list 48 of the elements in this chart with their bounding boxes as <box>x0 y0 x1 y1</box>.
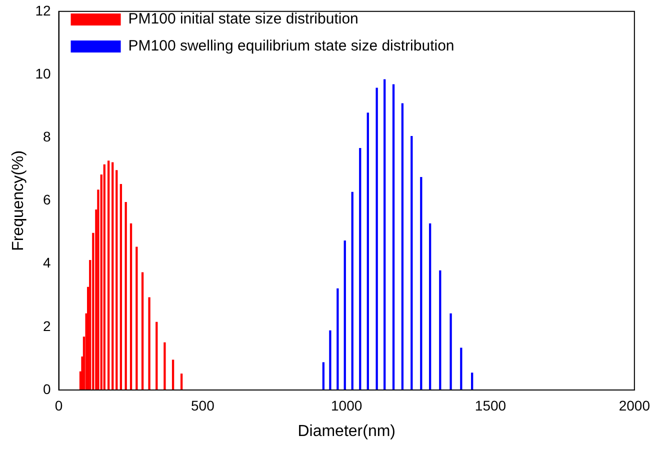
bar <box>428 223 432 390</box>
y-tick-label: 2 <box>42 318 51 334</box>
bar <box>124 202 127 390</box>
bar <box>420 177 422 390</box>
bar <box>120 184 122 390</box>
y-axis-title: Frequency(%) <box>10 150 28 251</box>
bar <box>107 160 110 390</box>
y-tick-label: 6 <box>42 192 51 208</box>
x-tick-label: 1000 <box>331 397 362 414</box>
y-tick-label: 0 <box>42 380 51 397</box>
bar <box>410 136 413 390</box>
bar <box>344 240 346 390</box>
bar <box>112 162 114 390</box>
bar <box>351 192 354 390</box>
x-tick-label: 1500 <box>474 397 506 414</box>
y-tick-label: 12 <box>35 2 51 18</box>
bar <box>172 360 174 390</box>
bar <box>384 79 386 390</box>
bar <box>180 374 183 390</box>
bar <box>439 270 442 390</box>
x-axis-title: Diameter(nm) <box>298 422 396 440</box>
x-tick-label: 500 <box>191 397 215 414</box>
bar <box>376 88 378 390</box>
legend-label: PM100 initial state size distribution <box>128 10 358 28</box>
bar <box>359 148 362 390</box>
bar <box>322 362 325 390</box>
bar <box>471 372 474 390</box>
bar <box>148 297 150 390</box>
bar <box>336 288 339 390</box>
bar <box>116 170 118 390</box>
bar <box>136 246 138 390</box>
x-tick-label: 0 <box>54 397 63 414</box>
bar <box>329 330 332 390</box>
legend-label: PM100 swelling equilibrium state size distribution <box>128 38 454 55</box>
bar <box>460 348 462 390</box>
bar <box>156 322 158 390</box>
y-tick-label: 4 <box>42 254 51 271</box>
bar <box>450 313 452 390</box>
y-tick-label: 8 <box>42 128 51 144</box>
x-tick-label: 2000 <box>618 397 650 414</box>
bar <box>141 272 144 390</box>
y-tick-label: 10 <box>35 65 51 82</box>
bar <box>164 342 166 390</box>
bar <box>401 103 404 390</box>
bar <box>130 223 132 390</box>
bar <box>392 84 395 390</box>
bar <box>103 164 106 390</box>
bar <box>366 112 369 390</box>
